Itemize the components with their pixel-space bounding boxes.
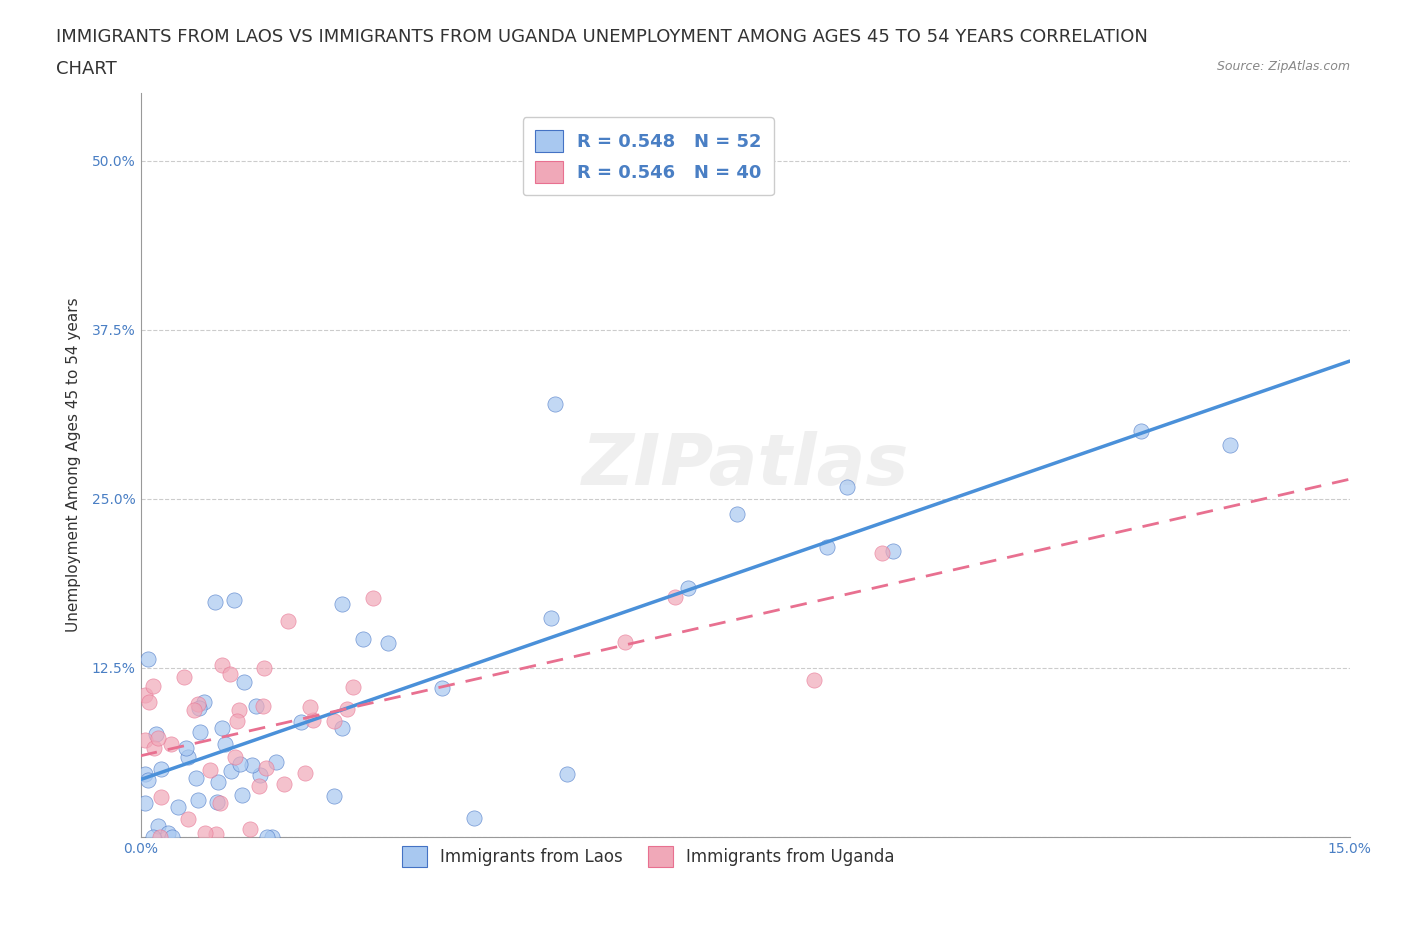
Point	[150, 790, 173, 804]
Point	[430, 681, 453, 696]
Point	[219, 764, 242, 778]
Point	[264, 755, 287, 770]
Point	[173, 670, 195, 684]
Point	[211, 658, 233, 672]
Legend: Immigrants from Laos, Immigrants from Uganda: Immigrants from Laos, Immigrants from Ug…	[395, 840, 901, 873]
Point	[294, 765, 316, 780]
Point	[143, 741, 166, 756]
Point	[336, 701, 359, 716]
Point	[205, 795, 228, 810]
Point	[145, 726, 167, 741]
Point	[148, 830, 170, 844]
Point	[815, 539, 838, 554]
Point	[252, 660, 274, 675]
Point	[193, 695, 215, 710]
Point	[240, 758, 263, 773]
Point	[187, 700, 209, 715]
Point	[134, 733, 156, 748]
Point	[229, 757, 252, 772]
Point	[870, 546, 893, 561]
Point	[302, 712, 325, 727]
Text: CHART: CHART	[56, 60, 117, 78]
Point	[262, 830, 284, 844]
Point	[157, 826, 180, 841]
Point	[211, 721, 233, 736]
Text: ZIPatlas: ZIPatlas	[582, 431, 908, 499]
Point	[332, 596, 354, 611]
Point	[322, 713, 344, 728]
Y-axis label: Unemployment Among Ages 45 to 54 years: Unemployment Among Ages 45 to 54 years	[66, 298, 80, 632]
Point	[298, 700, 321, 715]
Point	[613, 635, 636, 650]
Point	[167, 800, 190, 815]
Point	[148, 731, 170, 746]
Point	[177, 812, 200, 827]
Point	[239, 822, 262, 837]
Point	[232, 674, 254, 689]
Point	[136, 652, 159, 667]
Point	[290, 715, 312, 730]
Point	[150, 762, 173, 777]
Point	[245, 698, 267, 713]
Point	[249, 768, 271, 783]
Point	[160, 830, 183, 844]
Point	[188, 725, 211, 740]
Point	[228, 702, 250, 717]
Point	[186, 770, 208, 785]
Point	[555, 766, 578, 781]
Text: IMMIGRANTS FROM LAOS VS IMMIGRANTS FROM UGANDA UNEMPLOYMENT AMONG AGES 45 TO 54 : IMMIGRANTS FROM LAOS VS IMMIGRANTS FROM …	[56, 28, 1149, 46]
Point	[231, 788, 253, 803]
Point	[134, 687, 156, 702]
Point	[142, 679, 165, 694]
Point	[322, 789, 344, 804]
Point	[342, 680, 364, 695]
Point	[142, 830, 165, 844]
Point	[247, 778, 270, 793]
Point	[224, 750, 246, 764]
Point	[330, 720, 353, 735]
Point	[187, 792, 209, 807]
Point	[803, 673, 825, 688]
Point	[222, 592, 245, 607]
Point	[176, 741, 198, 756]
Point	[176, 750, 198, 764]
Point	[194, 826, 217, 841]
Point	[204, 594, 226, 609]
Point	[678, 580, 700, 595]
Point	[198, 763, 221, 777]
Point	[544, 397, 567, 412]
Point	[277, 614, 299, 629]
Point	[837, 480, 859, 495]
Point	[134, 795, 156, 810]
Point	[377, 636, 399, 651]
Point	[252, 699, 274, 714]
Point	[463, 810, 485, 825]
Point	[148, 819, 170, 834]
Point	[138, 695, 160, 710]
Point	[882, 544, 904, 559]
Point	[664, 590, 686, 604]
Text: Source: ZipAtlas.com: Source: ZipAtlas.com	[1216, 60, 1350, 73]
Point	[1130, 424, 1153, 439]
Point	[187, 698, 209, 712]
Point	[214, 737, 236, 751]
Point	[205, 827, 228, 842]
Point	[160, 737, 183, 751]
Point	[256, 830, 278, 844]
Point	[1219, 438, 1241, 453]
Point	[540, 611, 562, 626]
Point	[273, 777, 295, 791]
Point	[725, 507, 748, 522]
Point	[183, 702, 205, 717]
Point	[254, 761, 277, 776]
Point	[208, 796, 231, 811]
Point	[207, 775, 229, 790]
Point	[225, 714, 247, 729]
Point	[361, 591, 384, 605]
Point	[352, 632, 374, 647]
Point	[134, 766, 156, 781]
Point	[219, 666, 242, 681]
Point	[136, 773, 159, 788]
